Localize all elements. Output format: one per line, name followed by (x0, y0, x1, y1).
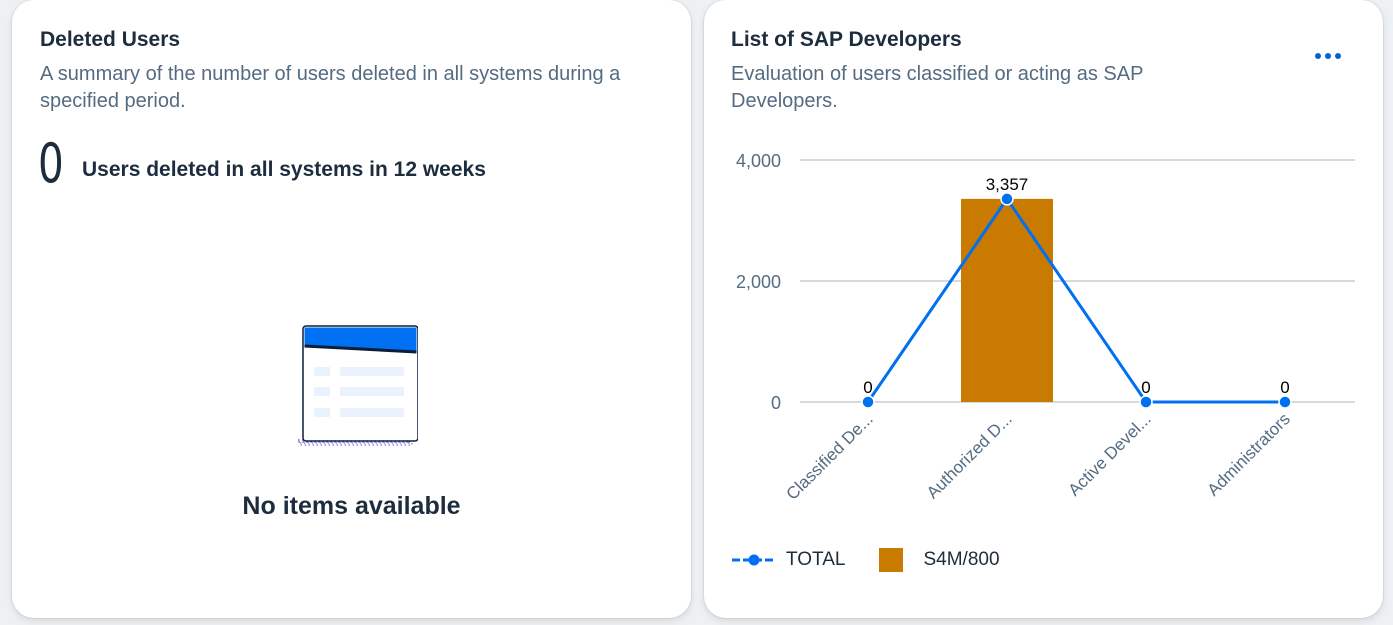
data-label: 0 (1280, 378, 1289, 397)
card-title: Deleted Users (40, 28, 181, 51)
overflow-menu-button[interactable] (1311, 42, 1345, 70)
data-label: 0 (1141, 378, 1150, 397)
line-series-total (866, 197, 1285, 404)
legend-line-marker-icon (732, 554, 776, 566)
developers-chart: 0 2,000 4,000 Classified De... Authorized D.… (736, 151, 1355, 504)
kpi: 0 Users deleted in all systems in 12 wee… (38, 134, 486, 194)
y-tick-label: 4,000 (736, 151, 781, 171)
data-label: 3,357 (986, 175, 1029, 194)
legend-label-total: TOTAL (786, 549, 846, 570)
card-subtitle: A summary of the number of users deleted… (40, 63, 621, 112)
x-tick-label: Administrators (1204, 409, 1294, 499)
legend-item-total[interactable]: TOTAL (730, 548, 845, 572)
sap-developers-card[interactable]: List of SAP Developers Evaluation of use… (704, 0, 1383, 618)
card-title: List of SAP Developers (731, 28, 962, 51)
data-point (1000, 192, 1014, 206)
y-tick-label: 2,000 (736, 272, 781, 292)
x-tick-label: Classified De... (783, 409, 877, 503)
data-point (1139, 395, 1153, 409)
card-subtitle: Evaluation of users classified or acting… (731, 63, 1144, 112)
data-point (1278, 395, 1292, 409)
legend-label-s4m800: S4M/800 (923, 549, 1000, 570)
deleted-users-card[interactable]: Deleted Users A summary of the number of… (12, 0, 691, 618)
bar (961, 198, 1053, 402)
data-label: 0 (863, 378, 872, 397)
y-tick-label: 0 (771, 393, 781, 413)
x-tick-label: Authorized D... (923, 409, 1016, 502)
chart-legend: TOTAL S4M/800 (730, 548, 1034, 572)
x-tick-label: Active Devel... (1065, 409, 1155, 499)
legend-swatch-icon (879, 548, 904, 572)
legend-item-s4m800[interactable]: S4M/800 (879, 548, 1000, 572)
kpi-label: Users deleted in all systems in 12 weeks (82, 158, 486, 181)
empty-message: No items available (242, 492, 461, 520)
data-point (861, 395, 875, 409)
overflow-menu-icon (1315, 53, 1341, 59)
empty-table-icon (288, 322, 419, 452)
kpi-value: 0 (38, 132, 64, 195)
